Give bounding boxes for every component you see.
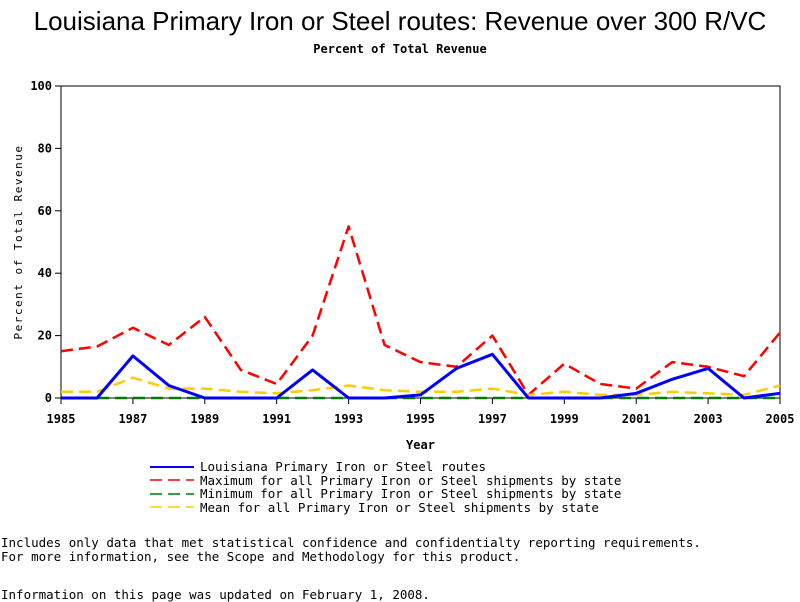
line-chart: 0 20 40 60 80 100 1985 1987 1989 1991 1993 1995 1997… <box>12 79 795 452</box>
legend-swatch <box>150 465 194 468</box>
chart-legend: Louisiana Primary Iron or Steel routes Ma… <box>150 459 622 515</box>
legend-label: Minimum for all Primary Iron or Steel sh… <box>200 486 622 502</box>
plot-frame <box>60 85 781 399</box>
x-tick-label: 1997 <box>478 412 507 426</box>
y-tick-label: 80 <box>38 141 52 155</box>
update-notice: Information on this page was updated on … <box>1 587 430 602</box>
x-tick-label: 1993 <box>334 412 363 426</box>
x-tick-label: 1989 <box>190 412 219 426</box>
legend-entry: Minimum for all Primary Iron or Steel sh… <box>150 486 622 502</box>
x-tick-label: 2001 <box>622 412 651 426</box>
footnote-confidence: Includes only data that met statistical … <box>1 535 701 550</box>
x-tick-label: 1999 <box>550 412 579 426</box>
x-tick-label: 2005 <box>766 412 795 426</box>
y-axis-label: Percent of Total Revenue <box>12 145 25 340</box>
x-tick-label: 1985 <box>47 412 76 426</box>
x-axis-label: Year <box>406 438 435 452</box>
legend-label: Mean for all Primary Iron or Steel shipm… <box>200 499 599 515</box>
legend-entry: Mean for all Primary Iron or Steel shipm… <box>150 499 621 515</box>
legend-swatch <box>150 506 194 508</box>
y-tick-label: 0 <box>45 391 52 405</box>
x-tick-label: 1987 <box>118 412 147 426</box>
x-tick-label: 1995 <box>406 412 435 426</box>
footnotes: Includes only data that met statistical … <box>1 536 701 564</box>
legend-entry: Louisiana Primary Iron or Steel routes <box>150 459 621 475</box>
series-line-0 <box>61 352 781 400</box>
x-tick-label: 1991 <box>262 412 291 426</box>
chart-title: Louisiana Primary Iron or Steel routes: … <box>33 6 767 36</box>
chart-subtitle: Percent of Total Revenue <box>313 42 487 56</box>
legend-swatch <box>150 479 194 481</box>
legend-entry: Maximum for all Primary Iron or Steel sh… <box>150 472 622 488</box>
series-line-1 <box>60 225 781 397</box>
y-tick-label: 20 <box>38 329 52 343</box>
legend-swatch <box>150 493 194 495</box>
footnote-methodology: For more information, see the Scope and … <box>1 549 521 564</box>
x-tick-label: 2003 <box>694 412 723 426</box>
y-tick-label: 100 <box>30 79 52 93</box>
legend-label: Louisiana Primary Iron or Steel routes <box>200 459 486 475</box>
y-tick-label: 60 <box>38 204 52 218</box>
y-tick-label: 40 <box>38 266 52 280</box>
series-line-3 <box>61 376 781 397</box>
legend-label: Maximum for all Primary Iron or Steel sh… <box>200 472 622 488</box>
